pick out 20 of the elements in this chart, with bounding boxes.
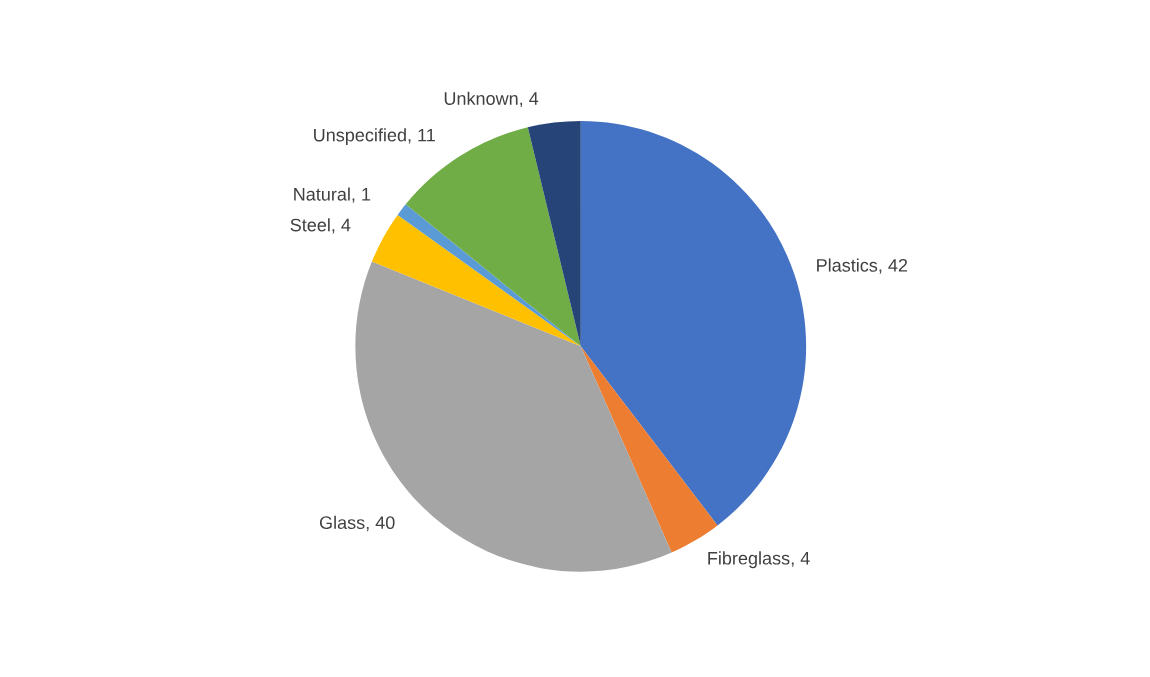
- pie-slice: [527, 120, 581, 347]
- data-label: , 4: [332, 218, 351, 234]
- pie-slice: [371, 214, 581, 347]
- pie-slice: [580, 120, 807, 526]
- data-label: , 40: [366, 516, 395, 532]
- slice-label: Natural: [294, 187, 350, 201]
- slice-label: Unspecified: [314, 128, 406, 146]
- pie-slice: [580, 346, 718, 553]
- pie-slice: [405, 127, 581, 347]
- slice-label: Plastics: [817, 258, 878, 272]
- slice-label: Glass: [319, 515, 365, 530]
- slice-label: Unknown: [444, 91, 518, 105]
- slice-label: Fibreglass: [708, 551, 790, 569]
- pie-slice: [397, 204, 581, 347]
- data-label: , 4: [520, 92, 539, 108]
- data-label: , 42: [879, 258, 908, 274]
- data-label: , 4: [791, 552, 810, 567]
- slice-label: Steel: [290, 218, 330, 232]
- data-label: , 11: [408, 128, 435, 144]
- data-label: , 1: [352, 188, 371, 203]
